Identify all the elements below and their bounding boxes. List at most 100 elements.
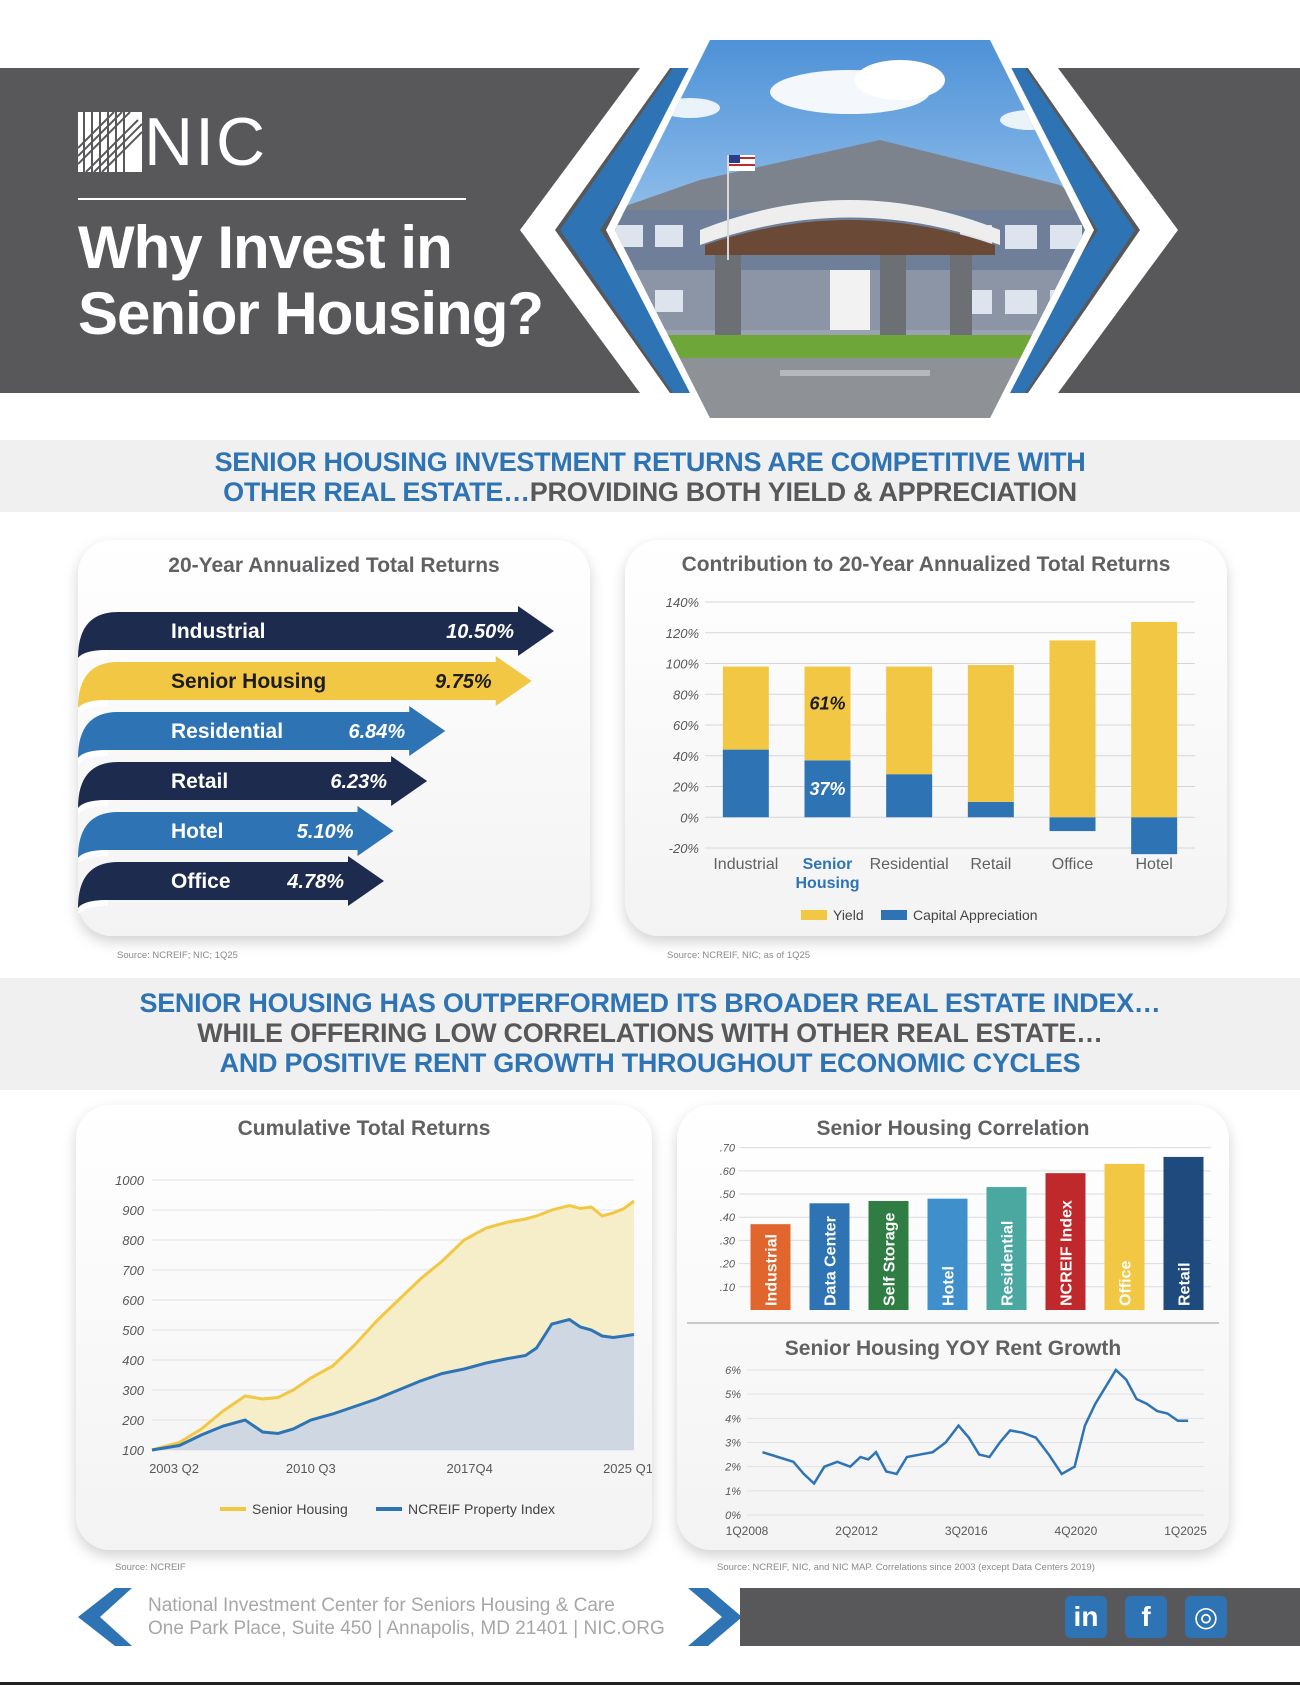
- return-arrow-bar: [78, 706, 446, 758]
- footer-address-block: National Investment Center for Seniors H…: [0, 1588, 740, 1646]
- return-arrow-bar: [78, 856, 384, 908]
- correlation-bar-label: Residential: [1000, 1221, 1017, 1306]
- footer-address: National Investment Center for Seniors H…: [148, 1594, 665, 1640]
- y-tick-label: 140%: [666, 595, 699, 610]
- nic-logo: NIC: [78, 108, 267, 176]
- contribution-source: Source: NCREIF, NIC; as of 1Q25: [667, 950, 811, 961]
- correlation-bar: [927, 1198, 968, 1310]
- right-arrow-shape: [1130, 110, 1300, 345]
- arrow-curl-highlight: [78, 650, 108, 664]
- section2-line1: SENIOR HOUSING HAS OUTPERFORMED ITS BROA…: [139, 988, 1161, 1018]
- correlation-bar-label: Hotel: [941, 1266, 958, 1306]
- correlation-bar: [1104, 1163, 1145, 1310]
- y-tick-label: 200: [121, 1413, 144, 1428]
- correlation-bar-label: Self Storage: [882, 1213, 899, 1306]
- y-tick-label: .20: [720, 1259, 736, 1271]
- y-tick-label: 100: [122, 1443, 144, 1458]
- y-tick-label: 300: [122, 1383, 144, 1398]
- y-tick-label: 800: [122, 1233, 144, 1248]
- yield-bar: [1049, 640, 1096, 818]
- y-tick-label: 900: [122, 1203, 144, 1218]
- section1-line2-blue: OTHER REAL ESTATE…: [223, 477, 530, 507]
- correlation-bar: [1163, 1156, 1204, 1310]
- title-line-2: Senior Housing?: [78, 280, 544, 347]
- yield-data-label: 61%: [809, 693, 845, 713]
- correlation-bar: [1045, 1173, 1086, 1310]
- correlation-bar-label: NCREIF Index: [1059, 1200, 1076, 1306]
- linkedin-icon[interactable]: in: [1065, 1596, 1107, 1638]
- capital-appreciation-bar: [804, 760, 851, 818]
- x-category-label: Office: [1052, 856, 1094, 873]
- x-tick-label: 1Q2008: [726, 1524, 769, 1538]
- legend-label: Capital Appreciation: [913, 907, 1038, 923]
- x-category-label: Retail: [970, 856, 1011, 873]
- correlation-bar: [868, 1200, 909, 1310]
- cumulative-chart-title: Cumulative Total Returns: [237, 1117, 491, 1140]
- y-tick-label: 600: [122, 1293, 144, 1308]
- x-category-label: Housing: [796, 875, 860, 892]
- x-tick-label: 2Q2012: [835, 1524, 878, 1538]
- return-category-label: Senior Housing: [171, 670, 326, 693]
- y-tick-label: 1000: [115, 1173, 145, 1188]
- y-tick-label: 4%: [725, 1413, 741, 1425]
- instagram-icon[interactable]: ◎: [1185, 1596, 1227, 1638]
- left-chevron-blue: [560, 68, 708, 393]
- return-category-label: Office: [171, 870, 231, 893]
- section1-line2-gray: PROVIDING BOTH YIELD & APPRECIATION: [529, 477, 1077, 507]
- y-tick-label: -20%: [669, 841, 699, 856]
- correlation-and-rent-charts: .10 .20 .30 .40 .50 .60 .70 Industrial Data Cent…: [687, 1143, 1219, 1538]
- section1-headline: SENIOR HOUSING INVESTMENT RETURNS ARE CO…: [0, 440, 1300, 512]
- arrow-curl-highlight: [78, 850, 108, 864]
- return-category-label: Industrial: [171, 620, 266, 643]
- y-tick-label: .60: [720, 1166, 736, 1178]
- return-category-label: Residential: [171, 720, 283, 743]
- return-arrow-bar: [78, 806, 394, 858]
- yield-bar: [967, 665, 1014, 802]
- footer-org-name: National Investment Center for Seniors H…: [148, 1595, 615, 1616]
- y-tick-label: 40%: [673, 749, 699, 764]
- return-value-label: 6.84%: [349, 721, 406, 743]
- contribution-card: Contribution to 20-Year Annualized Total…: [625, 540, 1227, 936]
- correlation-bar: [809, 1203, 850, 1310]
- correlation-bar-label: Data Center: [823, 1216, 840, 1306]
- returns-card: 20-Year Annualized Total Returns Industr…: [78, 540, 590, 936]
- y-tick-label: 0%: [680, 810, 699, 825]
- y-tick-label: 0%: [725, 1510, 741, 1522]
- x-tick-label: 2010 Q3: [286, 1461, 336, 1476]
- title-line-1: Why Invest in: [78, 214, 453, 281]
- x-tick-label: 2017Q4: [447, 1461, 493, 1476]
- nic-logo-mark-icon: [78, 112, 142, 172]
- building-photo: [615, 40, 1085, 418]
- correlation-bar: [986, 1187, 1027, 1310]
- logo-text: NIC: [144, 104, 268, 180]
- facebook-icon[interactable]: f: [1125, 1596, 1167, 1638]
- capital-appreciation-bar: [1049, 817, 1096, 832]
- legend-label: Yield: [833, 907, 864, 923]
- x-category-label: Residential: [870, 856, 949, 873]
- y-tick-label: 120%: [666, 626, 699, 641]
- x-category-label: Industrial: [713, 856, 778, 873]
- y-tick-label: 80%: [673, 687, 699, 702]
- right-chevron-blue: [990, 68, 1135, 393]
- left-chevron-white: [520, 68, 670, 393]
- y-tick-label: 500: [122, 1323, 144, 1338]
- contribution-stacked-chart: -20% 0% 20% 40% 60% 80% 100% 120% 140% Industrial…: [666, 595, 1195, 923]
- correlation-card: Senior Housing Correlation .10 .20 .30 .40.…: [677, 1105, 1229, 1550]
- legend-label: NCREIF Property Index: [408, 1501, 555, 1517]
- yield-bar: [804, 666, 851, 761]
- yield-bar: [1131, 621, 1178, 818]
- y-tick-label: 60%: [673, 718, 699, 733]
- return-value-label: 6.23%: [330, 771, 387, 793]
- yield-bar: [722, 666, 769, 750]
- rent-growth-chart-title: Senior Housing YOY Rent Growth: [784, 1337, 1122, 1360]
- return-value-label: 5.10%: [297, 821, 354, 843]
- cumulative-card: Cumulative Total Returns 100 200 300 400 500…: [76, 1105, 652, 1550]
- returns-arrow-chart: Industrial 10.50% Senior Housing 9.75% Resid…: [78, 606, 554, 914]
- returns-source: Source: NCREIF; NIC; 1Q25: [117, 950, 238, 961]
- x-tick-label: 2025 Q1: [603, 1461, 652, 1476]
- capital-appreciation-bar: [886, 774, 933, 818]
- return-value-label: 4.78%: [286, 871, 344, 893]
- section2-line2: WHILE OFFERING LOW CORRELATIONS WITH OTH…: [197, 1018, 1103, 1048]
- capital-appreciation-bar: [967, 801, 1014, 818]
- correlation-bar-label: Retail: [1177, 1262, 1194, 1306]
